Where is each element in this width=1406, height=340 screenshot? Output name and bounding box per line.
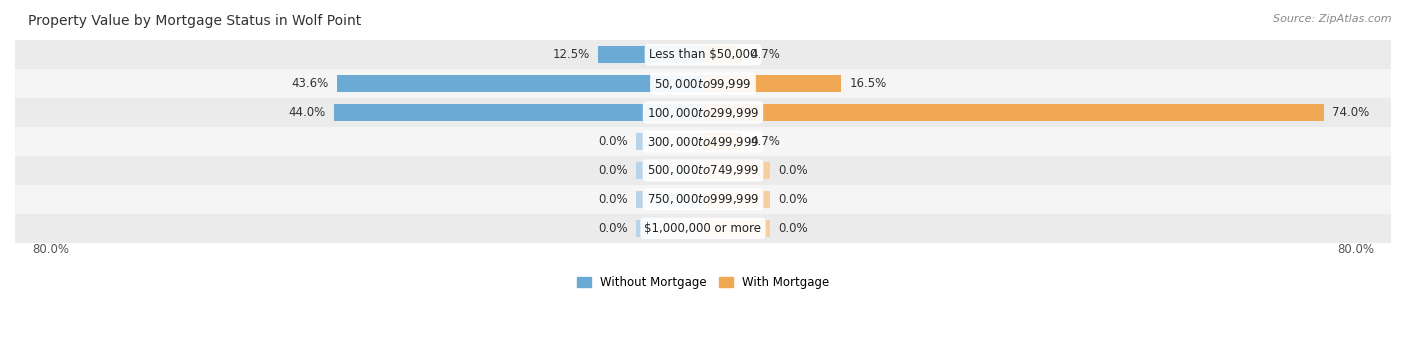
Text: 80.0%: 80.0% [1337, 243, 1374, 256]
Text: 44.0%: 44.0% [288, 106, 325, 119]
Text: 0.0%: 0.0% [779, 222, 808, 235]
Text: 43.6%: 43.6% [291, 77, 329, 90]
Bar [15, 156, 1391, 185]
Text: 0.0%: 0.0% [598, 222, 627, 235]
Bar [703, 191, 770, 208]
Bar [703, 220, 770, 237]
Text: 0.0%: 0.0% [598, 135, 627, 148]
Bar [636, 191, 703, 208]
Bar [636, 220, 703, 237]
Text: 74.0%: 74.0% [1333, 106, 1369, 119]
Text: $300,000 to $499,999: $300,000 to $499,999 [647, 135, 759, 149]
Text: 4.7%: 4.7% [751, 135, 780, 148]
Bar [15, 98, 1391, 127]
Text: $1,000,000 or more: $1,000,000 or more [644, 222, 762, 235]
Text: $500,000 to $749,999: $500,000 to $749,999 [647, 164, 759, 177]
Bar [598, 46, 703, 63]
Text: 0.0%: 0.0% [779, 164, 808, 177]
Text: 0.0%: 0.0% [779, 193, 808, 206]
Bar [703, 104, 1324, 121]
Text: $100,000 to $299,999: $100,000 to $299,999 [647, 106, 759, 120]
Text: $50,000 to $99,999: $50,000 to $99,999 [654, 76, 752, 91]
Bar [703, 162, 770, 179]
Text: 0.0%: 0.0% [598, 164, 627, 177]
Bar [15, 127, 1391, 156]
Bar [703, 46, 742, 63]
Bar [337, 75, 703, 92]
Bar [636, 162, 703, 179]
Bar [333, 104, 703, 121]
Text: 16.5%: 16.5% [849, 77, 887, 90]
Bar [703, 133, 742, 150]
Text: Property Value by Mortgage Status in Wolf Point: Property Value by Mortgage Status in Wol… [28, 14, 361, 28]
Text: 0.0%: 0.0% [598, 193, 627, 206]
Text: $750,000 to $999,999: $750,000 to $999,999 [647, 192, 759, 206]
Text: 4.7%: 4.7% [751, 48, 780, 61]
Bar [703, 75, 841, 92]
Bar [15, 214, 1391, 243]
Legend: Without Mortgage, With Mortgage: Without Mortgage, With Mortgage [572, 272, 834, 294]
Text: 12.5%: 12.5% [553, 48, 589, 61]
Text: 80.0%: 80.0% [32, 243, 69, 256]
Text: Source: ZipAtlas.com: Source: ZipAtlas.com [1274, 14, 1392, 23]
Bar [15, 40, 1391, 69]
Bar [636, 133, 703, 150]
Text: Less than $50,000: Less than $50,000 [648, 48, 758, 61]
Bar [15, 69, 1391, 98]
Bar [15, 185, 1391, 214]
